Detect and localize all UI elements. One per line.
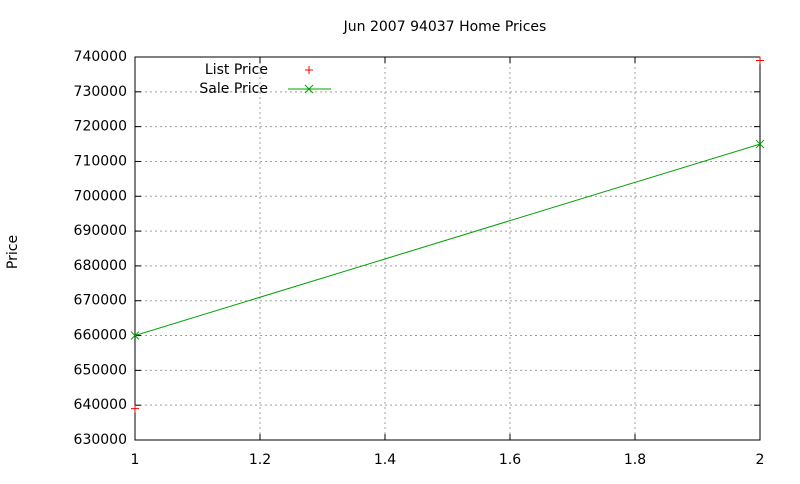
chart-title: Jun 2007 94037 Home Prices <box>343 19 547 35</box>
point <box>131 404 139 413</box>
y-tick-label: 680000 <box>74 258 127 274</box>
y-tick-label: 670000 <box>74 293 127 309</box>
x-tick-label: 1 <box>131 452 140 468</box>
y-tick-label: 630000 <box>74 432 127 448</box>
line <box>135 143 760 337</box>
point <box>756 56 764 65</box>
legend-label: Sale Price <box>199 81 268 97</box>
y-axis-label: Price <box>5 235 21 269</box>
plot-border <box>134 56 761 441</box>
plot-area <box>135 143 760 337</box>
y-tick-label: 720000 <box>74 119 127 135</box>
x-tick-label: 1.6 <box>499 452 521 468</box>
y-tick-label: 660000 <box>74 328 127 344</box>
legend-marker <box>305 66 313 74</box>
x-tick-label: 1.8 <box>624 452 646 468</box>
y-tick-label: 740000 <box>74 49 127 65</box>
y-tick-label: 700000 <box>74 188 127 204</box>
x-tick-label: 2 <box>756 452 765 468</box>
y-tick-label: 690000 <box>74 223 127 239</box>
legend-marker <box>304 84 314 94</box>
y-tick-label: 640000 <box>74 397 127 413</box>
x-tick-label: 1.4 <box>374 452 396 468</box>
y-tick-label: 730000 <box>74 84 127 100</box>
legend-label: List Price <box>205 62 268 78</box>
y-tick-label: 650000 <box>74 362 127 378</box>
y-tick-label: 710000 <box>74 153 127 169</box>
point <box>130 331 140 340</box>
point <box>755 139 765 149</box>
x-tick-label: 1.2 <box>249 452 271 468</box>
